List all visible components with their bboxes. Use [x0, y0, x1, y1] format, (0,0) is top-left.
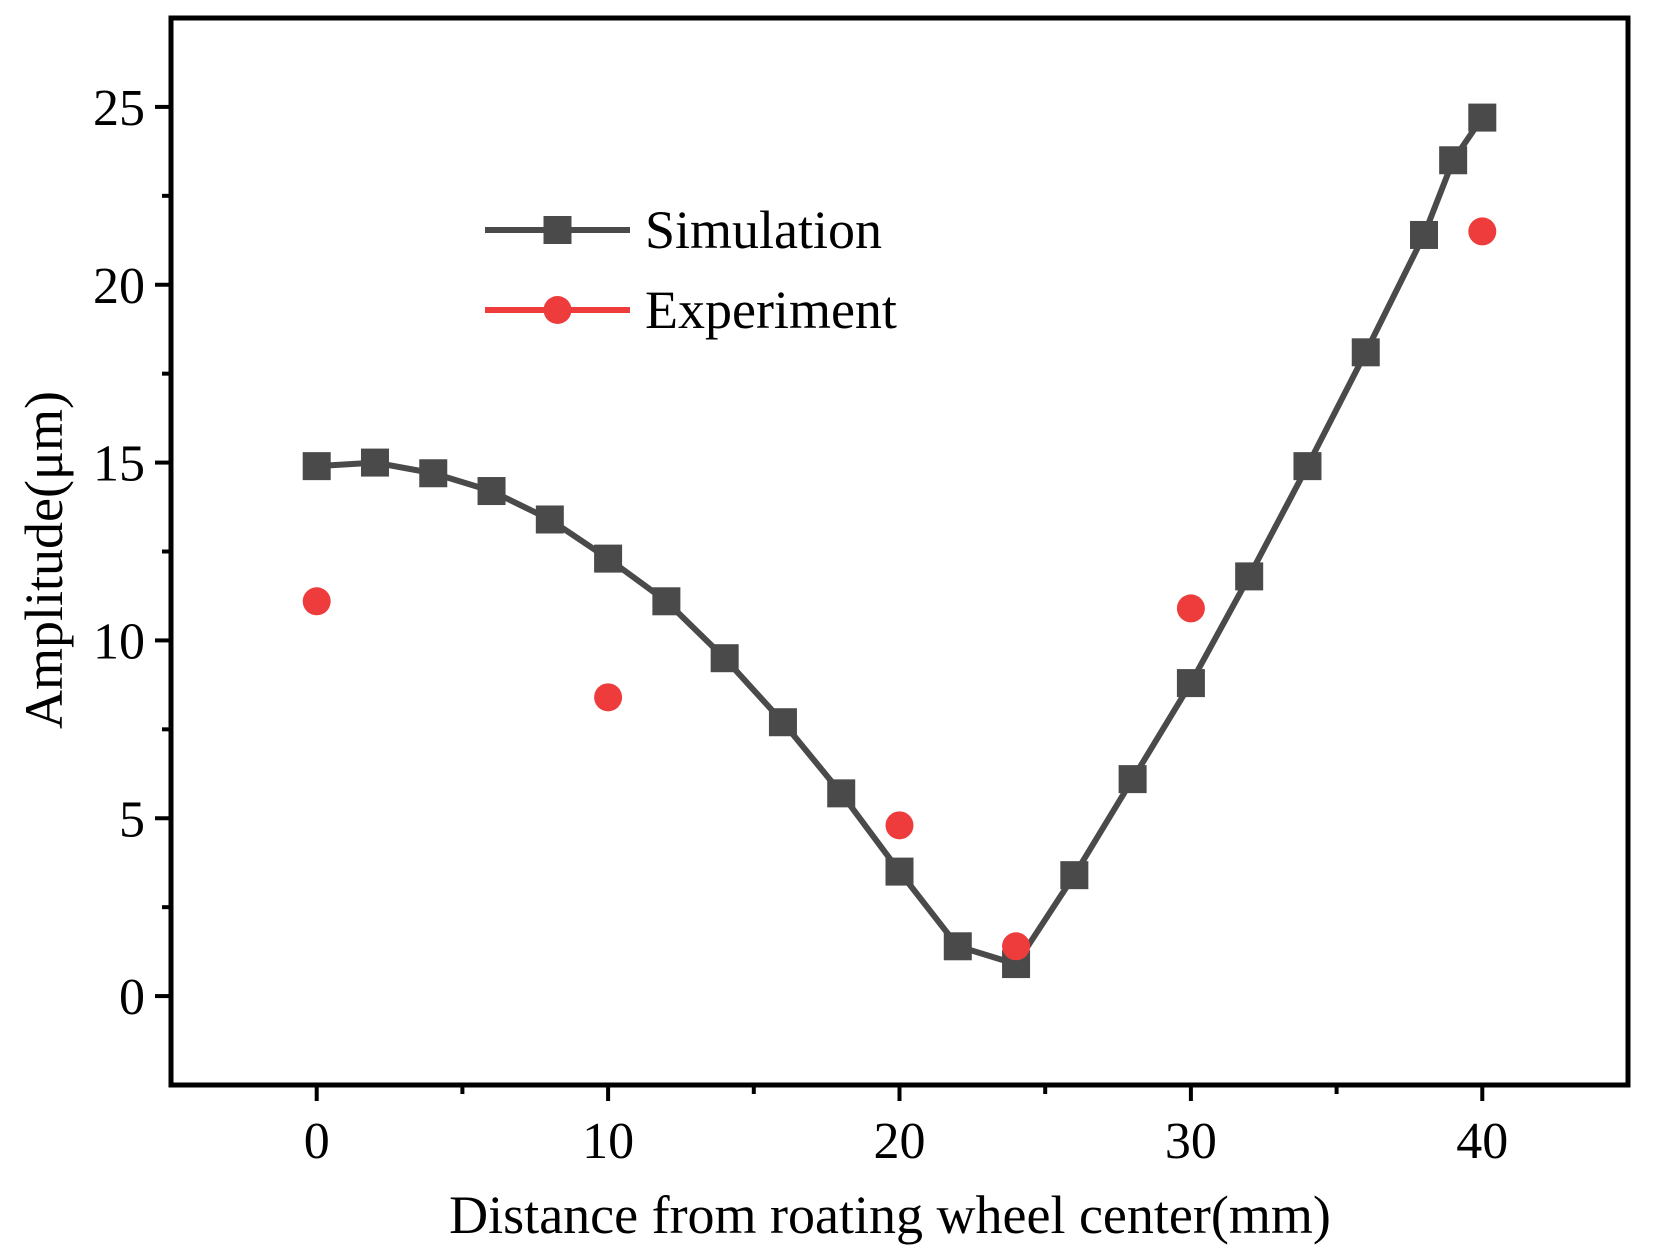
- simulation-point: [768, 708, 797, 737]
- simulation-point: [360, 448, 389, 477]
- simulation-point: [827, 779, 856, 808]
- simulation-point: [885, 857, 914, 886]
- simulation-point: [1235, 562, 1264, 591]
- experiment-point: [885, 811, 914, 840]
- plot-frame: [168, 15, 1631, 1088]
- y-tick-label: 5: [119, 791, 145, 848]
- plot-area: [302, 103, 1497, 979]
- y-tick-label: 15: [93, 436, 145, 493]
- x-tick-label: 10: [582, 1113, 634, 1170]
- simulation-point: [943, 932, 972, 961]
- simulation-point: [1439, 146, 1468, 175]
- x-tick-label: 30: [1165, 1113, 1217, 1170]
- experiment-point: [302, 587, 331, 616]
- y-axis-title: Amplitude(μm): [14, 391, 74, 729]
- simulation-point: [710, 644, 739, 673]
- legend-simulation-marker: [543, 216, 572, 244]
- y-tick-label: 0: [119, 969, 145, 1026]
- y-tick-label: 10: [93, 613, 145, 670]
- axes: 0 10 20 30 40 0 5 10 15 20 25: [93, 15, 1631, 1170]
- legend: Simulation Experiment: [485, 200, 897, 340]
- simulation-point: [1176, 669, 1205, 698]
- x-tick-label: 40: [1456, 1113, 1508, 1170]
- experiment-point: [594, 683, 623, 712]
- x-tick-label: 20: [874, 1113, 926, 1170]
- legend-simulation-label: Simulation: [645, 200, 882, 260]
- legend-experiment-label: Experiment: [645, 280, 897, 340]
- x-tick-label: 0: [304, 1113, 330, 1170]
- simulation-point: [594, 544, 623, 573]
- simulation-point: [652, 587, 681, 616]
- simulation-point: [1351, 338, 1380, 367]
- simulation-line: [316, 115, 1485, 968]
- simulation-point: [477, 477, 506, 506]
- experiment-point: [1176, 594, 1205, 623]
- legend-experiment-marker: [543, 296, 572, 324]
- experiment-point: [1468, 217, 1497, 246]
- simulation-point: [1293, 452, 1322, 481]
- simulation-point: [1118, 765, 1147, 794]
- simulation-point: [419, 459, 448, 488]
- simulation-point: [1060, 861, 1089, 890]
- y-tick-label: 20: [93, 258, 145, 315]
- simulation-point: [1410, 220, 1439, 249]
- simulation-point: [302, 452, 331, 481]
- simulation-point: [1468, 103, 1497, 132]
- y-tick-label: 25: [93, 80, 145, 137]
- x-axis-title: Distance from roating wheel center(mm): [449, 1185, 1331, 1245]
- simulation-point: [535, 505, 564, 534]
- experiment-point: [1002, 932, 1031, 961]
